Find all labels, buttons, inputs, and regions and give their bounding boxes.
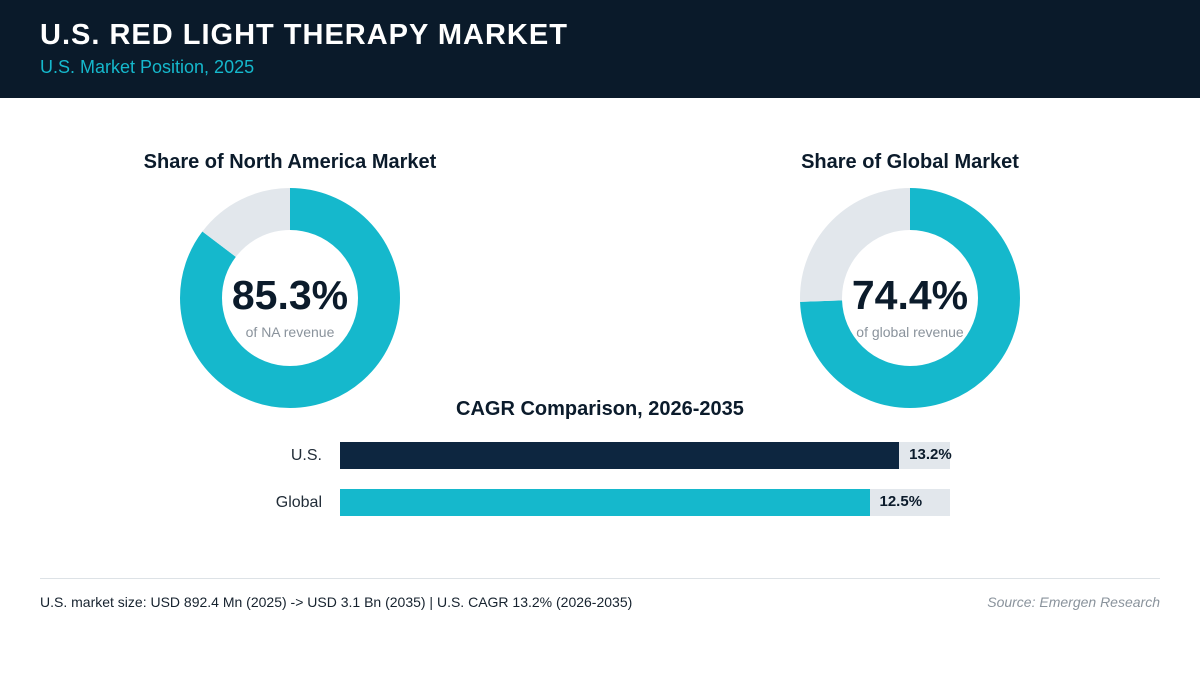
donut-title-na: Share of North America Market	[143, 151, 437, 173]
market-size-note: U.S. market size: USD 892.4 Mn (2025) ->…	[40, 594, 633, 610]
bar-track-global: 12.5%	[340, 489, 950, 516]
page-subtitle: U.S. Market Position, 2025	[40, 57, 255, 77]
bar-value-us: 13.2%	[909, 446, 952, 463]
cagr-chart-title: CAGR Comparison, 2026-2035	[456, 398, 744, 420]
bar-global	[340, 489, 870, 516]
na-rest-slice	[180, 188, 400, 408]
header-banner: U.S. RED LIGHT THERAPY MARKET U.S. Marke…	[0, 0, 1200, 98]
donut-title-global: Share of Global Market	[801, 151, 1019, 173]
na-share-caption: of NA revenue	[245, 324, 335, 340]
global-share-caption: of global revenue	[856, 324, 964, 340]
bar-row-global: Global 12.5%	[0, 489, 1200, 517]
bar-us	[340, 442, 900, 469]
na-share-donut: Share of North America Market 85.3% of N…	[120, 151, 460, 421]
bar-label-us: U.S.	[290, 447, 322, 464]
na-share-value: 85.3%	[231, 272, 349, 318]
na-donut-svg	[180, 188, 400, 408]
page-title: U.S. RED LIGHT THERAPY MARKET	[40, 19, 568, 51]
bar-label-global: Global	[275, 494, 322, 511]
bar-value-global: 12.5%	[879, 493, 923, 510]
bar-track-us: 13.2%	[340, 442, 952, 469]
global-share-donut: Share of Global Market 74.4% of global r…	[740, 151, 1080, 421]
source-credit: Source: Emergen Research	[987, 594, 1160, 610]
global-share-value: 74.4%	[851, 272, 969, 318]
footer-divider	[40, 578, 1160, 579]
bar-row-us: U.S. 13.2%	[0, 442, 1200, 470]
global-donut-svg	[800, 188, 1020, 408]
global-rest-slice	[800, 188, 1020, 408]
